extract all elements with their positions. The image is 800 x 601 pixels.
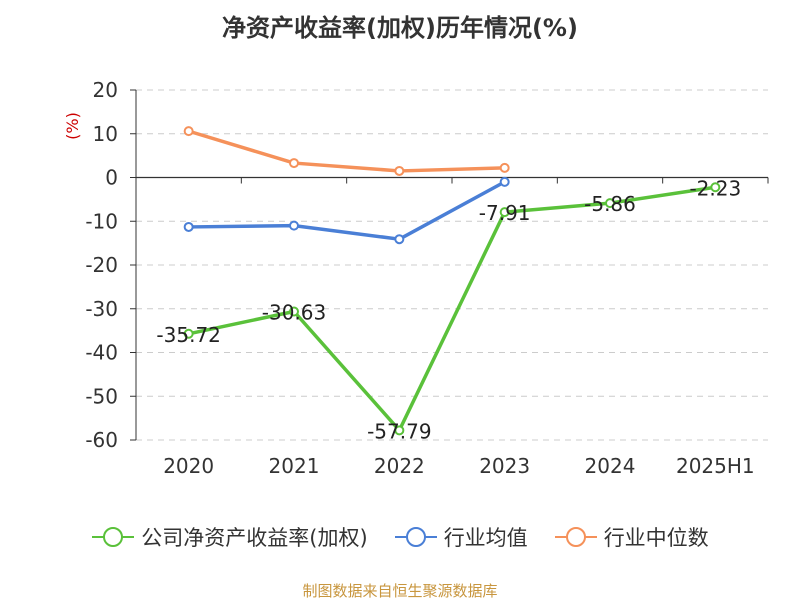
data-labels: -35.72 -30.63 -57.79 -7.91 -5.86 -2.23 [156,176,741,443]
x-tick-label: 2025H1 [676,454,755,478]
series-line [188,185,716,433]
y-tick-label: 10 [93,122,118,146]
x-tick-label: 2022 [374,454,425,478]
data-point [394,234,405,245]
data-point [710,182,721,193]
series-lines [183,126,721,436]
data-label: -57.79 [367,419,431,443]
axes: 20 10 0 -10 -20 -30 -40 -50 -60 2020 2021 2022 2023 2… [85,78,769,478]
y-tick-label: -60 [85,428,118,452]
legend-label: 行业中位数 [603,526,709,550]
data-point [183,126,194,137]
x-tick-label: 2021 [269,454,320,478]
data-label: -35.72 [156,323,220,347]
legend-label: 公司净资产收益率(加权) [141,526,368,550]
data-label: -2.23 [689,176,741,200]
data-point [289,220,299,231]
data-label: -30.63 [262,301,326,325]
legend-item[interactable]: 行业均值 [394,522,528,552]
y-tick-label: -10 [85,209,118,233]
data-point [289,158,299,169]
data-point [394,425,405,436]
legend-item[interactable]: 公司净资产收益率(加权) [91,522,368,552]
x-tick-label: 2023 [479,454,530,478]
data-label: -7.91 [479,201,531,225]
source-note: 制图数据来自恒生聚源数据库 [302,582,498,600]
chart-title: 净资产收益率(加权)历年情况(%) [222,14,578,42]
y-tick-label: 0 [105,166,118,190]
data-label: -5.86 [584,192,636,216]
x-tick-label: 2020 [163,454,214,478]
y-tick-label: -40 [85,341,118,365]
y-tick-label: -20 [85,253,118,277]
data-point [394,165,405,176]
data-point [183,328,194,339]
data-point [499,207,510,218]
y-tick-label: -50 [85,384,118,408]
legend-swatch-icon [92,527,135,547]
y-tick-label: 20 [93,78,118,102]
legend-swatch-icon [394,527,437,547]
data-point [605,198,615,209]
series-line [188,180,506,241]
legend-label: 行业均值 [443,526,528,550]
y-axis-label: (%) [63,112,82,140]
y-tick-label: -30 [85,297,118,321]
legend-swatch-icon [554,527,597,547]
x-tick-label: 2024 [585,454,636,478]
data-point [499,162,510,173]
legend: 公司净资产收益率(加权) 行业均值 行业中位数 [0,522,800,552]
data-point [183,221,194,232]
legend-item[interactable]: 行业中位数 [554,522,709,552]
data-point [289,306,299,317]
data-point [499,176,510,187]
series-line [188,129,505,173]
